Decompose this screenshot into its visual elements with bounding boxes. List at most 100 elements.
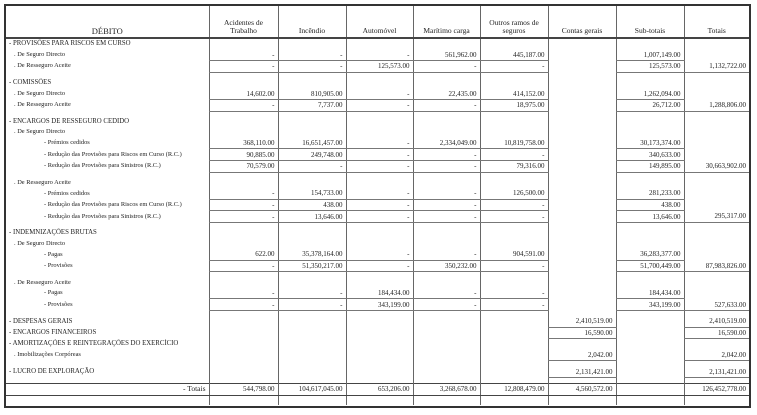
row-label: - PROVISÕES PARA RISCOS EM CURSO bbox=[9, 40, 131, 48]
cell-maritimo-carga: 350,232.00 bbox=[412, 260, 480, 273]
cell-acidentes-trabalho: 70,579.00 bbox=[208, 160, 278, 173]
cell-maritimo-carga bbox=[412, 366, 480, 378]
cell-contas-gerais bbox=[547, 148, 616, 161]
cell-outros-ramos bbox=[479, 316, 548, 328]
cell-maritimo-carga: - bbox=[412, 188, 480, 200]
cell-sub-totais bbox=[615, 111, 684, 117]
cell-automovel: - bbox=[345, 160, 413, 173]
cell-sub-totais bbox=[615, 177, 684, 189]
row-label: - ENCARGOS DE RESSEGURO CEDIDO bbox=[9, 117, 130, 125]
cell-incendio: 35,378,164.00 bbox=[277, 249, 346, 261]
cell-acidentes-trabalho: - bbox=[208, 49, 278, 62]
cell-automovel bbox=[345, 177, 413, 189]
table-row: - Redução das Provisões para Riscos em C… bbox=[6, 148, 749, 161]
debit-table-sheet: DÉBITO Acidentes de Trabalho Incêndio Au… bbox=[4, 4, 751, 408]
total-acidentes-trabalho: 544,798.00 bbox=[208, 383, 278, 396]
cell-totais: 2,042.00 bbox=[683, 349, 749, 362]
cell-maritimo-carga: 2,334,049.00 bbox=[412, 137, 480, 150]
total-incendio: 104,617,045.00 bbox=[277, 383, 346, 396]
cell-contas-gerais bbox=[547, 277, 616, 288]
cell-outros-ramos bbox=[479, 310, 548, 317]
row-label: - Prémios cedidos bbox=[44, 189, 90, 197]
cell-incendio bbox=[277, 310, 346, 317]
cell-totais bbox=[683, 338, 749, 350]
cell-maritimo-carga: - bbox=[412, 60, 480, 73]
cell-maritimo-carga bbox=[412, 111, 480, 117]
cell-totais: 2,131,421.00 bbox=[683, 366, 749, 379]
table-row: - Pagas - -184,434.00- -184,434.00 bbox=[6, 287, 749, 300]
row-label: . Imobilizações Corpóreas bbox=[14, 351, 81, 359]
cell-incendio: 438.00 bbox=[277, 199, 346, 212]
cell-incendio: 13,646.00 bbox=[277, 210, 346, 223]
table-row: - ENCARGOS DE RESSEGURO CEDIDO bbox=[6, 116, 749, 128]
cell-automovel bbox=[345, 327, 413, 339]
cell-outros-ramos: - bbox=[479, 287, 548, 300]
cell-sub-totais: 184,434.00 bbox=[615, 287, 684, 300]
cell-sub-totais: 1,007,149.00 bbox=[615, 49, 684, 62]
cell-contas-gerais bbox=[547, 360, 616, 367]
cell-automovel bbox=[345, 377, 413, 384]
cell-sub-totais bbox=[615, 77, 684, 89]
cell-totais bbox=[683, 88, 749, 100]
col-header-sub-totais: Sub-totais bbox=[615, 6, 684, 39]
cell-sub-totais bbox=[615, 316, 684, 328]
row-label: . De Seguro Directo bbox=[14, 239, 66, 247]
cell-incendio bbox=[277, 222, 346, 228]
cell-contas-gerais bbox=[547, 199, 616, 211]
cell-automovel: - bbox=[345, 99, 413, 112]
cell-outros-ramos: - bbox=[479, 260, 548, 273]
cell-outros-ramos bbox=[479, 271, 548, 278]
cell-sub-totais: 343,199.00 bbox=[615, 298, 684, 312]
cell-acidentes-trabalho: - bbox=[208, 210, 278, 223]
cell-acidentes-trabalho bbox=[208, 72, 278, 78]
cell-totais bbox=[683, 111, 749, 117]
total-sub-totais bbox=[615, 383, 684, 396]
spacer-row bbox=[6, 222, 749, 228]
cell-outros-ramos: - bbox=[479, 148, 548, 161]
cell-sub-totais bbox=[615, 222, 684, 228]
cell-totais: 16,590.00 bbox=[683, 327, 749, 340]
cell-contas-gerais: 2,131,421.00 bbox=[547, 366, 616, 379]
cell-maritimo-carga bbox=[412, 360, 480, 367]
closing-cell bbox=[345, 394, 413, 405]
cell-totais bbox=[683, 177, 749, 189]
cell-maritimo-carga bbox=[412, 177, 480, 189]
cell-acidentes-trabalho bbox=[208, 366, 278, 378]
cell-automovel bbox=[345, 77, 413, 89]
cell-contas-gerais bbox=[547, 99, 616, 112]
cell-sub-totais: 125,573.00 bbox=[615, 60, 684, 73]
cell-automovel: - bbox=[345, 210, 413, 223]
cell-automovel bbox=[345, 349, 413, 361]
cell-incendio bbox=[277, 227, 346, 239]
row-label: - ENCARGOS FINANCEIROS bbox=[9, 328, 97, 336]
debit-table: DÉBITO Acidentes de Trabalho Incêndio Au… bbox=[6, 6, 749, 405]
cell-automovel bbox=[345, 172, 413, 178]
cell-sub-totais bbox=[615, 366, 684, 378]
cell-totais bbox=[683, 377, 749, 384]
cell-maritimo-carga: - bbox=[412, 298, 480, 312]
cell-sub-totais bbox=[615, 72, 684, 78]
cell-incendio: 7,737.00 bbox=[277, 99, 346, 112]
row-label: - LUCRO DE EXPLORAÇÃO bbox=[9, 367, 95, 375]
cell-maritimo-carga: - bbox=[412, 287, 480, 300]
cell-automovel bbox=[345, 316, 413, 328]
cell-incendio bbox=[277, 360, 346, 367]
cell-totais: 2,410,519.00 bbox=[683, 316, 749, 328]
cell-outros-ramos: - bbox=[479, 298, 548, 312]
cell-sub-totais bbox=[615, 277, 684, 288]
cell-acidentes-trabalho bbox=[208, 271, 278, 278]
cell-contas-gerais bbox=[547, 287, 616, 299]
cell-contas-gerais bbox=[547, 260, 616, 272]
row-label: - Redução das Provisões para Sinistros (… bbox=[44, 162, 161, 170]
col-header-incendio: Incêndio bbox=[277, 6, 346, 39]
cell-maritimo-carga: 22,435.00 bbox=[412, 88, 480, 100]
cell-acidentes-trabalho bbox=[208, 116, 278, 128]
cell-acidentes-trabalho: - bbox=[208, 60, 278, 73]
cell-incendio bbox=[277, 366, 346, 378]
cell-outros-ramos: 79,316.00 bbox=[479, 160, 548, 173]
cell-totais bbox=[683, 137, 749, 149]
cell-outros-ramos bbox=[479, 38, 548, 50]
row-label: - Provisões bbox=[44, 261, 73, 269]
table-row: - Prémios cedidos -154,733.00- -126,500.00… bbox=[6, 188, 749, 200]
cell-acidentes-trabalho: - bbox=[208, 287, 278, 300]
